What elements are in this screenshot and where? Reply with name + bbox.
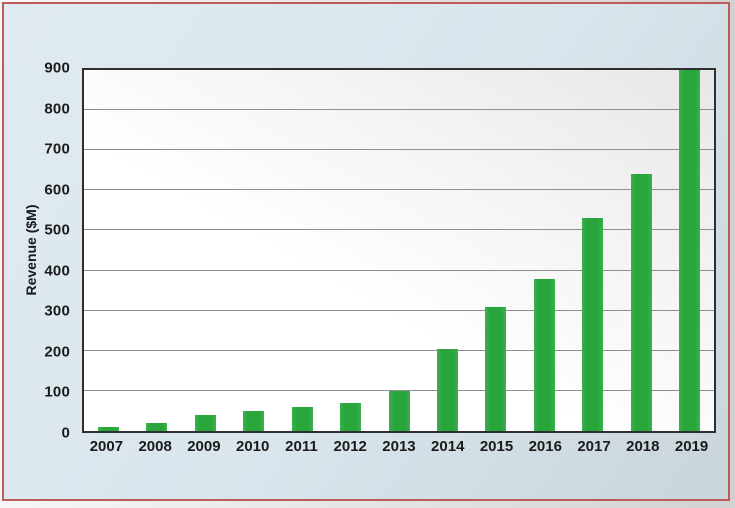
- y-tick-label: 500: [44, 221, 70, 239]
- x-tick-label: 2011: [285, 438, 318, 455]
- y-tick-label: 400: [44, 262, 70, 280]
- bar-slot: [278, 70, 326, 431]
- x-tick-label: 2009: [187, 438, 221, 455]
- gridline: [84, 269, 714, 271]
- gridline: [84, 349, 714, 351]
- x-tick-label: 2019: [674, 438, 709, 455]
- bar-2012: [340, 402, 362, 431]
- x-tick-label: 2016: [528, 438, 562, 455]
- bar-2007: [97, 427, 119, 431]
- bar-slot: [229, 70, 277, 431]
- bar-slot: [472, 70, 520, 431]
- gridline: [84, 229, 714, 231]
- x-tick-label: 2008: [138, 438, 172, 455]
- bar-2018: [630, 174, 652, 431]
- chart-panel: 0 100 200 300 400 500 600 700 800 900 2007 2008 200…: [2, 2, 730, 501]
- x-tick-label: 2007: [89, 438, 124, 455]
- y-tick-label: 300: [44, 302, 70, 320]
- x-tick-label: 2018: [626, 438, 660, 455]
- bar-2011: [291, 406, 313, 431]
- y-axis-tick-labels: 0 100 200 300 400 500 600 700 800 900: [4, 60, 72, 442]
- bar-slot: [181, 70, 229, 431]
- y-tick-label: 100: [44, 383, 70, 401]
- bar-2019: [679, 70, 701, 431]
- bar-2009: [194, 414, 216, 431]
- gridline: [84, 109, 714, 111]
- y-tick-label: 600: [44, 181, 70, 199]
- gridline: [84, 389, 714, 391]
- x-tick-label: 2010: [235, 438, 270, 455]
- bar-2008: [146, 422, 168, 431]
- x-tick-label: 2012: [333, 438, 367, 455]
- bar-slot: [666, 70, 714, 431]
- x-tick-label: 2014: [431, 438, 465, 455]
- x-tick-label: 2013: [382, 438, 416, 455]
- gridline: [84, 149, 714, 151]
- bar-slot: [132, 70, 180, 431]
- bar-2010: [243, 410, 265, 431]
- y-tick-label: 800: [44, 100, 70, 118]
- bar-series: [84, 70, 714, 431]
- bar-slot: [617, 70, 665, 431]
- x-tick-label: 2015: [479, 438, 514, 455]
- gridline: [84, 309, 714, 311]
- bar-slot: [569, 70, 617, 431]
- bar-2013: [388, 390, 410, 431]
- y-tick-label: 900: [44, 59, 70, 77]
- x-axis-tick-labels: 2007 2008 2009 2010 2011 2012 2013 2014 2015 2016…: [82, 438, 716, 455]
- gridline: [84, 189, 714, 191]
- y-axis-title: Revenue ($M): [23, 204, 39, 296]
- bar-2015: [485, 306, 507, 431]
- plot-area: [82, 68, 716, 433]
- y-tick-label: 0: [61, 424, 70, 442]
- bar-2014: [437, 348, 459, 431]
- y-tick-label: 700: [44, 140, 70, 158]
- bar-2016: [533, 278, 555, 431]
- x-tick-label: 2017: [577, 438, 611, 455]
- bar-slot: [520, 70, 568, 431]
- y-tick-label: 200: [44, 343, 70, 361]
- bar-2017: [582, 218, 604, 431]
- bar-slot: [423, 70, 471, 431]
- bar-slot: [375, 70, 423, 431]
- bar-slot: [84, 70, 132, 431]
- bar-slot: [326, 70, 374, 431]
